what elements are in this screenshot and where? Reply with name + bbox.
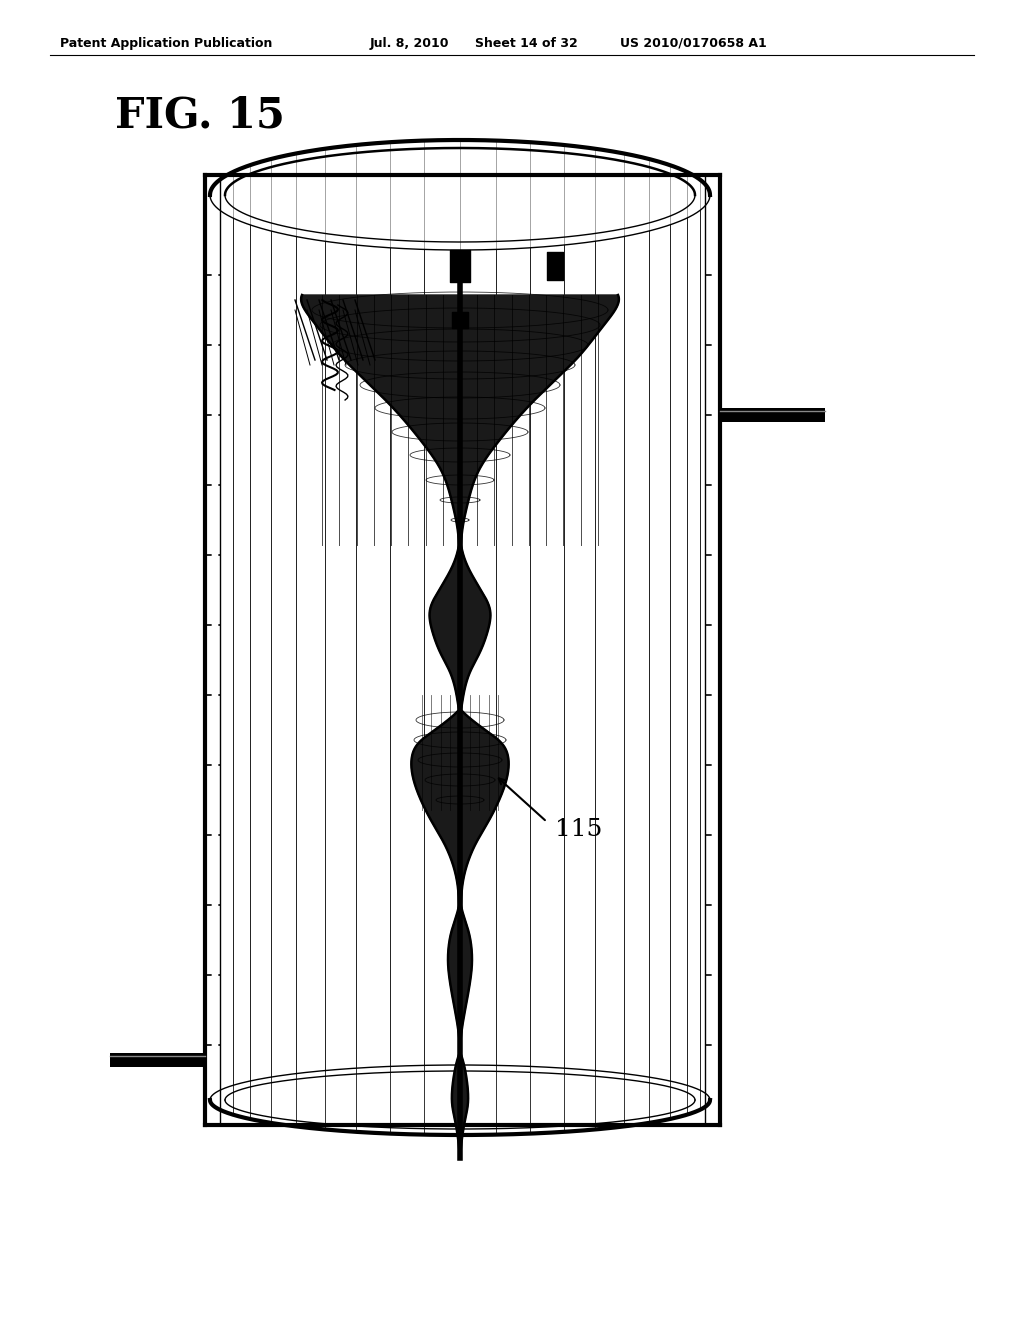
- Text: 115: 115: [555, 818, 602, 842]
- Text: Patent Application Publication: Patent Application Publication: [60, 37, 272, 50]
- Text: US 2010/0170658 A1: US 2010/0170658 A1: [620, 37, 767, 50]
- Text: Sheet 14 of 32: Sheet 14 of 32: [475, 37, 578, 50]
- Polygon shape: [301, 294, 618, 1158]
- FancyBboxPatch shape: [110, 1053, 205, 1067]
- Text: FIG. 15: FIG. 15: [115, 95, 285, 137]
- Text: Jul. 8, 2010: Jul. 8, 2010: [370, 37, 450, 50]
- FancyBboxPatch shape: [720, 408, 825, 422]
